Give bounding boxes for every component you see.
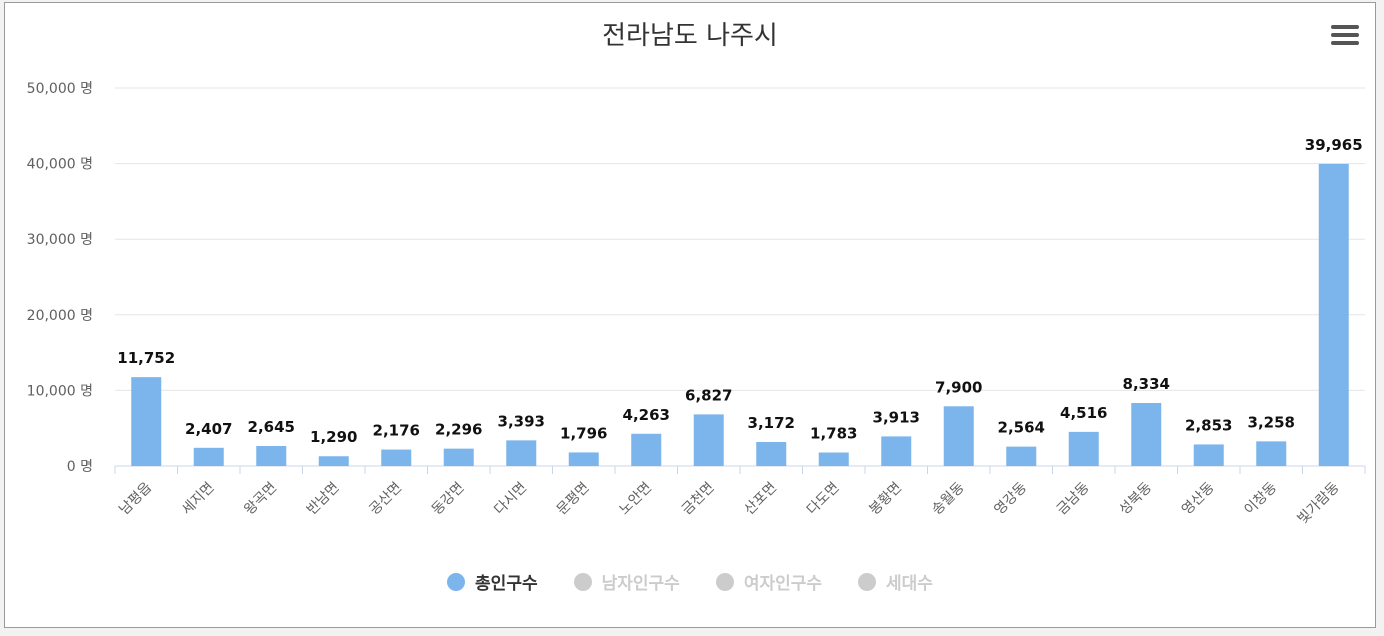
legend-marker-icon — [858, 572, 877, 591]
category-label: 금남동 — [1054, 479, 1093, 518]
legend-marker-icon — [715, 572, 734, 591]
category-label: 다도면 — [804, 480, 843, 519]
data-label: 3,258 — [1248, 413, 1295, 431]
legend-item[interactable]: 총인구수 — [447, 569, 538, 594]
legend-label: 남자인구수 — [601, 574, 680, 594]
bar-다시면[interactable] — [506, 440, 537, 466]
category-label: 영산동 — [1179, 479, 1218, 518]
data-label: 1,290 — [310, 428, 357, 446]
data-label: 2,407 — [185, 420, 232, 438]
data-label: 39,965 — [1305, 136, 1363, 154]
y-tick-label: 0 명 — [67, 459, 93, 475]
bar-영강동[interactable] — [1006, 446, 1037, 466]
legend-item[interactable]: 세대수 — [858, 569, 933, 594]
data-label: 3,172 — [748, 414, 795, 432]
bar-영산동[interactable] — [1193, 444, 1224, 466]
y-tick-label: 20,000 명 — [27, 308, 93, 324]
bar-다도면[interactable] — [818, 452, 849, 466]
chart-menu-button[interactable] — [1331, 25, 1359, 49]
category-label: 성북동 — [1116, 479, 1155, 518]
chart-container: 전라남도 나주시 0 명 10,000 명 20,000 명 30,000 명 40,0… — [4, 2, 1376, 628]
chart-legend: 총인구수 남자인구수 여자인구수 세대수 — [5, 569, 1375, 594]
data-label: 3,913 — [873, 408, 920, 426]
category-label: 금천면 — [679, 480, 718, 519]
legend-item[interactable]: 남자인구수 — [573, 569, 680, 594]
data-label: 11,752 — [117, 349, 175, 367]
data-label: 1,783 — [810, 425, 857, 443]
y-tick-label: 50,000 명 — [27, 81, 93, 97]
category-label: 영강동 — [991, 479, 1030, 518]
category-label: 봉황면 — [866, 480, 905, 519]
y-tick-label: 10,000 명 — [27, 383, 93, 399]
y-tick-label: 40,000 명 — [27, 157, 93, 173]
bar-동강면[interactable] — [443, 448, 474, 466]
category-label: 산포면 — [741, 480, 780, 519]
data-label: 2,853 — [1185, 416, 1232, 434]
bar-금남동[interactable] — [1068, 431, 1099, 466]
bar-chart-plot: 0 명 10,000 명 20,000 명 30,000 명 40,000 명 50,00… — [27, 81, 1366, 527]
bar-노안면[interactable] — [631, 433, 662, 466]
legend-label: 여자인구수 — [743, 574, 823, 594]
bar-산포면[interactable] — [756, 442, 787, 466]
category-label: 이창동 — [1241, 479, 1280, 518]
legend-label: 총인구수 — [475, 574, 538, 594]
legend-label: 세대수 — [886, 574, 933, 594]
legend-marker-icon — [447, 572, 466, 591]
data-label: 3,393 — [498, 412, 545, 430]
category-label: 다시면 — [491, 480, 530, 519]
data-label: 6,827 — [685, 386, 732, 404]
bar-남평읍[interactable] — [131, 377, 162, 466]
category-label: 문평면 — [554, 480, 593, 519]
bar-이창동[interactable] — [1256, 441, 1287, 466]
bar-금천면[interactable] — [693, 414, 724, 466]
bar-성북동[interactable] — [1131, 402, 1162, 466]
category-label: 남평읍 — [116, 479, 155, 518]
category-label: 동강면 — [429, 480, 468, 519]
bar-문평면[interactable] — [568, 452, 599, 466]
category-label: 반남면 — [304, 480, 343, 519]
bar-세지면[interactable] — [193, 447, 224, 466]
data-label: 2,645 — [248, 418, 295, 436]
y-tick-label: 30,000 명 — [27, 232, 93, 248]
bar-공산면[interactable] — [381, 449, 412, 466]
category-label: 공산면 — [366, 480, 405, 519]
data-label: 4,263 — [623, 406, 670, 424]
category-label: 세지면 — [179, 480, 218, 519]
bar-왕곡면[interactable] — [256, 446, 287, 466]
category-label: 빛가람동 — [1295, 479, 1343, 527]
category-label: 노안면 — [616, 480, 655, 519]
bar-송월동[interactable] — [943, 406, 974, 466]
data-label: 2,296 — [435, 421, 482, 439]
data-label: 1,796 — [560, 424, 607, 442]
chart-title: 전라남도 나주시 — [602, 21, 778, 51]
bar-반남면[interactable] — [318, 456, 349, 466]
data-label: 2,176 — [373, 422, 420, 440]
legend-marker-icon — [573, 572, 592, 591]
category-label: 왕곡면 — [241, 480, 280, 519]
bar-빛가람동[interactable] — [1318, 163, 1349, 466]
data-label: 7,900 — [935, 378, 982, 396]
category-label: 송월동 — [929, 479, 968, 518]
data-label: 4,516 — [1060, 404, 1107, 422]
data-label: 8,334 — [1123, 375, 1170, 393]
data-label: 2,564 — [998, 419, 1045, 437]
hamburger-menu-icon — [1331, 25, 1359, 29]
bar-봉황면[interactable] — [881, 436, 912, 466]
legend-item[interactable]: 여자인구수 — [715, 569, 823, 594]
